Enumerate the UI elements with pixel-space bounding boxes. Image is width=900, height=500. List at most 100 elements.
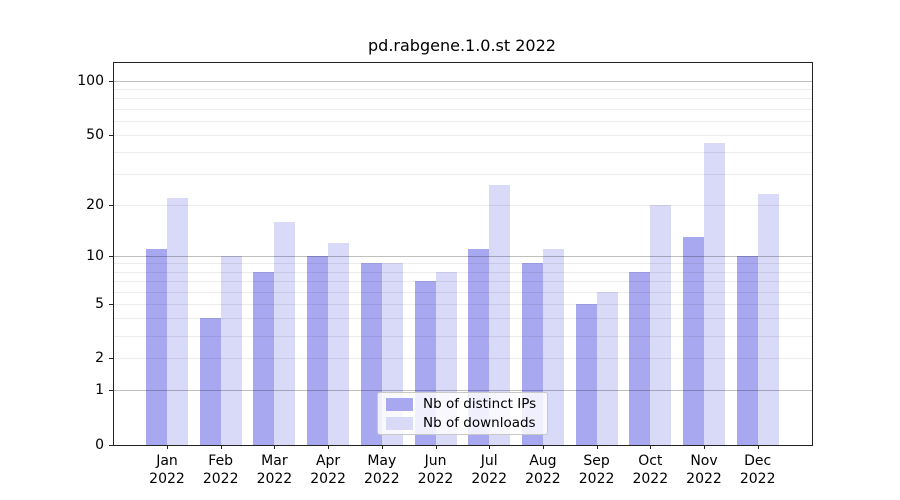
- bar-downloads-jan: [167, 197, 188, 445]
- bar-downloads-jul: [489, 185, 511, 445]
- legend-item-downloads: Nb of downloads: [386, 414, 547, 431]
- x-tick-label-aug: Aug 2022: [511, 452, 575, 488]
- gridline-minor-9: [114, 263, 812, 265]
- legend-swatch: [386, 416, 413, 430]
- gridline-minor-2: [114, 358, 812, 360]
- bar-distinct-ips-may: [360, 263, 382, 445]
- x-tick-month: Jan: [156, 453, 178, 469]
- x-tick-mark-mar: [274, 445, 276, 449]
- gridline-minor-80: [114, 98, 812, 100]
- legend-label: Nb of downloads: [423, 414, 536, 431]
- x-tick-month: Jul: [480, 453, 498, 469]
- x-tick-year: 2022: [525, 471, 561, 487]
- x-tick-label-jul: Jul 2022: [457, 452, 521, 488]
- gridline-minor-6: [114, 291, 812, 293]
- x-tick-year: 2022: [739, 471, 776, 487]
- x-tick-month: Aug: [529, 453, 557, 469]
- gridline-major-1: [114, 390, 812, 392]
- x-tick-year: 2022: [578, 471, 615, 487]
- bar-downloads-aug: [542, 249, 564, 445]
- y-tick-mark-20: [109, 204, 113, 206]
- x-tick-mark-jun: [435, 445, 437, 449]
- bar-distinct-ips-sep: [575, 303, 597, 445]
- x-tick-label-feb: Feb 2022: [189, 452, 253, 488]
- y-tick-label-1: 1: [95, 382, 104, 399]
- y-tick-label-2: 2: [95, 350, 104, 367]
- y-tick-mark-100: [109, 81, 113, 82]
- bar-downloads-feb: [220, 255, 242, 445]
- x-tick-month: May: [367, 453, 397, 469]
- bar-distinct-ips-nov: [683, 236, 704, 445]
- gridline-minor-4: [114, 318, 812, 320]
- x-tick-label-dec: Dec 2022: [726, 452, 790, 488]
- gridline-minor-8: [114, 271, 812, 273]
- x-tick-label-nov: Nov 2022: [672, 452, 736, 488]
- y-tick-mark-50: [109, 134, 113, 136]
- x-tick-mark-dec: [757, 445, 759, 449]
- bar-distinct-ips-oct: [629, 271, 651, 445]
- bar-downloads-apr: [328, 242, 350, 445]
- bar-downloads-nov: [704, 143, 725, 445]
- x-tick-mark-jul: [489, 445, 491, 449]
- x-tick-year: 2022: [256, 471, 293, 487]
- x-tick-label-may: May 2022: [350, 452, 414, 488]
- gridline-minor-3: [114, 335, 812, 337]
- x-tick-mark-sep: [596, 445, 598, 449]
- x-tick-month: Oct: [638, 453, 663, 469]
- x-tick-month: Dec: [744, 453, 772, 469]
- x-tick-label-jan: Jan 2022: [135, 452, 199, 488]
- x-tick-mark-may: [381, 445, 383, 449]
- x-tick-mark-aug: [542, 445, 544, 449]
- legend-item-distinct-ips: Nb of distinct IPs: [386, 395, 547, 412]
- gridline-minor-30: [114, 174, 812, 176]
- x-tick-month: Feb: [208, 453, 234, 469]
- gridline-minor-40: [114, 152, 812, 154]
- x-tick-month: Sep: [583, 453, 610, 469]
- gridline-minor-70: [114, 108, 812, 110]
- gridline-minor-60: [114, 120, 812, 122]
- bar-distinct-ips-jan: [146, 249, 167, 445]
- y-tick-label-20: 20: [86, 196, 104, 213]
- chart-title: pd.rabgene.1.0.st 2022: [368, 36, 556, 55]
- x-tick-label-oct: Oct 2022: [618, 452, 682, 488]
- bar-downloads-dec: [757, 194, 779, 445]
- y-tick-mark-0: [109, 445, 113, 446]
- legend-swatch: [386, 397, 413, 411]
- x-tick-label-apr: Apr 2022: [296, 452, 360, 488]
- x-tick-label-sep: Sep 2022: [565, 452, 629, 488]
- bar-downloads-sep: [596, 291, 618, 445]
- x-tick-mark-apr: [328, 445, 330, 449]
- x-tick-label-mar: Mar 2022: [242, 452, 306, 488]
- x-tick-mark-feb: [220, 445, 222, 449]
- x-tick-year: 2022: [310, 471, 346, 487]
- plot-area: Nb of distinct IPs Nb of downloads: [113, 62, 813, 446]
- y-tick-mark-2: [109, 358, 113, 360]
- x-tick-month: Jun: [424, 453, 447, 469]
- x-tick-year: 2022: [149, 471, 185, 487]
- gridline-major-10: [114, 255, 812, 257]
- bar-downloads-oct: [650, 204, 672, 445]
- x-tick-month: Apr: [315, 453, 341, 469]
- bar-distinct-ips-dec: [736, 255, 758, 445]
- gridline-minor-90: [114, 89, 812, 91]
- y-tick-label-100: 100: [77, 73, 104, 89]
- gridline-minor-5: [114, 303, 812, 305]
- x-tick-year: 2022: [363, 471, 400, 487]
- bar-downloads-mar: [274, 221, 296, 445]
- legend-label: Nb of distinct IPs: [423, 395, 537, 412]
- x-tick-year: 2022: [632, 471, 669, 487]
- x-tick-month: Mar: [261, 453, 288, 469]
- bar-distinct-ips-feb: [199, 318, 221, 445]
- y-tick-label-0: 0: [95, 437, 104, 453]
- x-tick-month: Nov: [690, 453, 718, 469]
- y-tick-mark-10: [109, 255, 113, 257]
- y-tick-label-5: 5: [95, 295, 104, 312]
- x-tick-year: 2022: [471, 471, 507, 487]
- x-tick-label-jun: Jun 2022: [404, 452, 468, 488]
- y-tick-mark-5: [109, 303, 113, 305]
- gridline-major-100: [114, 81, 812, 82]
- x-tick-year: 2022: [202, 471, 239, 487]
- y-tick-label-10: 10: [86, 247, 104, 264]
- x-tick-year: 2022: [417, 471, 454, 487]
